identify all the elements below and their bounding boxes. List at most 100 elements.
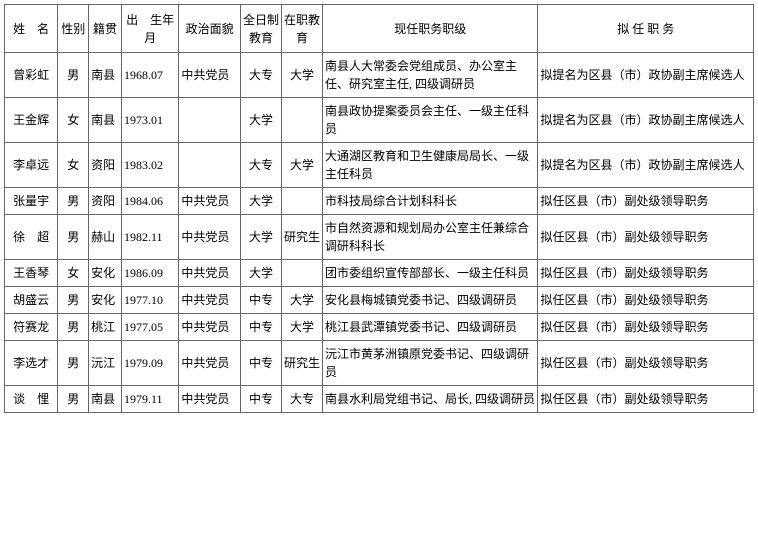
cell-name: 胡盛云 [5,287,58,314]
cell-birth: 1973.01 [121,98,178,143]
cell-gender: 男 [58,287,89,314]
cell-proposed: 拟任区县（市）副处级领导职务 [538,287,754,314]
cell-politics: 中共党员 [179,215,241,260]
cell-edu_full: 中专 [240,341,281,386]
cell-proposed: 拟提名为区县（市）政协副主席候选人 [538,98,754,143]
cell-birth: 1968.07 [121,53,178,98]
table-row: 李选才男沅江1979.09中共党员中专研究生沅江市黄茅洲镇原党委书记、四级调研员… [5,341,754,386]
cell-current: 沅江市黄茅洲镇原党委书记、四级调研员 [323,341,538,386]
cell-birth: 1979.09 [121,341,178,386]
cell-name: 李选才 [5,341,58,386]
cell-origin: 安化 [89,260,122,287]
cell-proposed: 拟任区县（市）副处级领导职务 [538,215,754,260]
cell-edu_job: 研究生 [281,215,322,260]
table-row: 徐 超男赫山1982.11中共党员大学研究生市自然资源和规划局办公室主任兼综合调… [5,215,754,260]
cell-edu_full: 大学 [240,260,281,287]
header-edu-full: 全日制教育 [240,5,281,53]
cell-edu_full: 大学 [240,98,281,143]
cell-edu_full: 中专 [240,314,281,341]
cell-origin: 南县 [89,386,122,413]
cell-proposed: 拟任区县（市）副处级领导职务 [538,386,754,413]
cell-origin: 资阳 [89,188,122,215]
cell-current: 市自然资源和规划局办公室主任兼综合调研科科长 [323,215,538,260]
cell-politics: 中共党员 [179,188,241,215]
header-birth: 出 生年 月 [121,5,178,53]
cell-birth: 1984.06 [121,188,178,215]
table-header: 姓 名 性别 籍贯 出 生年 月 政治面貌 全日制教育 在职教育 现任职务职级 … [5,5,754,53]
table-row: 王香琴女安化1986.09中共党员大学团市委组织宣传部部长、一级主任科员拟任区县… [5,260,754,287]
table-row: 张量宇男资阳1984.06中共党员大学市科技局综合计划科科长拟任区县（市）副处级… [5,188,754,215]
cell-name: 曾彩虹 [5,53,58,98]
header-politics: 政治面貌 [179,5,241,53]
cell-edu_full: 中专 [240,386,281,413]
cell-origin: 沅江 [89,341,122,386]
cell-gender: 男 [58,188,89,215]
cell-birth: 1979.11 [121,386,178,413]
cell-current: 南县政协提案委员会主任、一级主任科员 [323,98,538,143]
cell-current: 团市委组织宣传部部长、一级主任科员 [323,260,538,287]
cell-name: 谈 悝 [5,386,58,413]
cell-gender: 女 [58,98,89,143]
cell-edu_full: 大专 [240,143,281,188]
cell-gender: 男 [58,53,89,98]
cell-gender: 男 [58,215,89,260]
cell-edu_full: 大专 [240,53,281,98]
cell-current: 桃江县武潭镇党委书记、四级调研员 [323,314,538,341]
cell-name: 张量宇 [5,188,58,215]
cell-proposed: 拟提名为区县（市）政协副主席候选人 [538,53,754,98]
header-proposed: 拟 任 职 务 [538,5,754,53]
cell-edu_job: 大学 [281,53,322,98]
cell-politics: 中共党员 [179,386,241,413]
cell-edu_job [281,188,322,215]
cell-proposed: 拟任区县（市）副处级领导职务 [538,341,754,386]
cell-gender: 女 [58,260,89,287]
cell-edu_full: 中专 [240,287,281,314]
cadre-table: 姓 名 性别 籍贯 出 生年 月 政治面貌 全日制教育 在职教育 现任职务职级 … [4,4,754,413]
header-current: 现任职务职级 [323,5,538,53]
cell-edu_job [281,260,322,287]
cell-name: 李卓远 [5,143,58,188]
cell-edu_full: 大学 [240,188,281,215]
cell-origin: 资阳 [89,143,122,188]
cell-politics: 中共党员 [179,287,241,314]
cell-name: 徐 超 [5,215,58,260]
header-origin: 籍贯 [89,5,122,53]
header-edu-job: 在职教育 [281,5,322,53]
cell-origin: 桃江 [89,314,122,341]
cell-proposed: 拟任区县（市）副处级领导职务 [538,314,754,341]
header-gender: 性别 [58,5,89,53]
table-row: 符赛龙男桃江1977.05中共党员中专大学桃江县武潭镇党委书记、四级调研员拟任区… [5,314,754,341]
cell-origin: 赫山 [89,215,122,260]
header-name: 姓 名 [5,5,58,53]
cell-edu_job: 大学 [281,314,322,341]
cell-gender: 男 [58,386,89,413]
cell-origin: 南县 [89,53,122,98]
cell-edu_full: 大学 [240,215,281,260]
cell-current: 南县水利局党组书记、局长, 四级调研员 [323,386,538,413]
cell-proposed: 拟提名为区县（市）政协副主席候选人 [538,143,754,188]
cell-edu_job: 大专 [281,386,322,413]
cell-politics: 中共党员 [179,341,241,386]
cell-edu_job: 大学 [281,143,322,188]
cell-gender: 男 [58,341,89,386]
table-row: 谈 悝男南县1979.11中共党员中专大专南县水利局党组书记、局长, 四级调研员… [5,386,754,413]
cell-edu_job: 大学 [281,287,322,314]
cell-politics [179,98,241,143]
cell-birth: 1977.10 [121,287,178,314]
cell-birth: 1982.11 [121,215,178,260]
cell-edu_job: 研究生 [281,341,322,386]
cell-proposed: 拟任区县（市）副处级领导职务 [538,188,754,215]
cell-politics: 中共党员 [179,314,241,341]
cell-gender: 男 [58,314,89,341]
cell-name: 王香琴 [5,260,58,287]
cell-politics: 中共党员 [179,260,241,287]
cell-current: 安化县梅城镇党委书记、四级调研员 [323,287,538,314]
cell-birth: 1983.02 [121,143,178,188]
table-row: 胡盛云男安化1977.10中共党员中专大学安化县梅城镇党委书记、四级调研员拟任区… [5,287,754,314]
cell-politics: 中共党员 [179,53,241,98]
cell-gender: 女 [58,143,89,188]
cell-proposed: 拟任区县（市）副处级领导职务 [538,260,754,287]
header-row: 姓 名 性别 籍贯 出 生年 月 政治面貌 全日制教育 在职教育 现任职务职级 … [5,5,754,53]
table-row: 王金辉女南县1973.01大学南县政协提案委员会主任、一级主任科员拟提名为区县（… [5,98,754,143]
cell-current: 南县人大常委会党组成员、办公室主任、研究室主任, 四级调研员 [323,53,538,98]
